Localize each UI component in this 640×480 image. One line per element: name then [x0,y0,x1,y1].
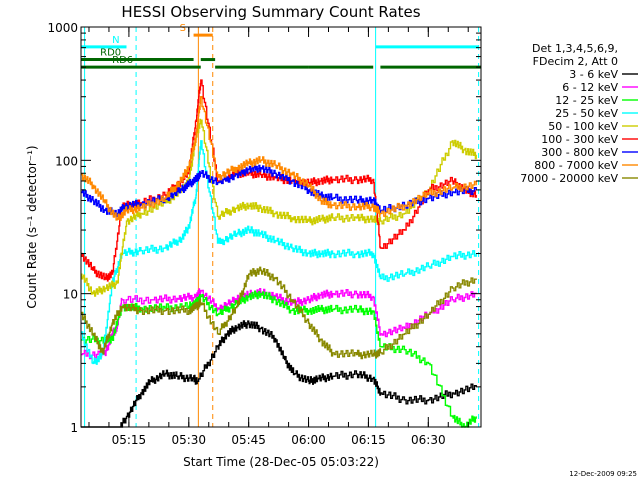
flag-label-0: RD0 [100,48,121,59]
y-axis: 1 10 100 1000 [47,21,481,435]
flag-label-1: RD6 [112,55,133,66]
flag-label-2: N [112,35,119,46]
y-axis-label: Count Rate (s⁻¹ detector⁻¹) [25,145,39,308]
x-tick-label-1: 05:30 [171,433,206,447]
y-tick-label-3: 1000 [47,21,78,35]
legend-label-5: 100 - 300 keV [541,133,618,146]
flag-label-3: S [180,23,186,34]
series-line-0-0 [81,320,477,428]
x-tick-label-4: 06:15 [351,433,386,447]
legend-label-4: 50 - 100 keV [548,120,618,133]
legend-label-3: 25 - 50 keV [555,107,618,120]
y-tick-label-1: 10 [63,288,78,302]
series-line-2-0 [81,290,477,428]
x-tick-label-3: 06:00 [291,433,326,447]
series-line-4-0 [81,118,477,297]
series-line-1-0 [81,288,477,360]
series-line-7-0 [81,96,477,221]
legend-label-0: 3 - 6 keV [569,68,618,81]
x-tick-label-5: 06:30 [411,433,446,447]
footer-timestamp: 12-Dec-2009 09:25 [569,470,637,478]
legend-label-6: 300 - 800 keV [541,146,618,159]
legend-label-8: 7000 - 20000 keV [520,172,618,185]
series-line-6-0 [81,163,477,218]
legend-title-1: FDecim 2, Att 0 [533,55,618,68]
series-line-3-0 [81,140,477,365]
y-tick-label-0: 1 [70,421,78,435]
x-axis: 05:15 05:30 05:45 06:00 06:15 06:30 [88,27,469,447]
x-tick-label-0: 05:15 [112,433,147,447]
legend-label-1: 6 - 12 keV [562,81,618,94]
legend-title-0: Det 1,3,4,5,6,9, [532,42,618,55]
legend-label-7: 800 - 7000 keV [534,159,618,172]
chart-title: HESSI Observing Summary Count Rates [121,3,420,21]
series-line-8-0 [81,266,477,360]
plot-frame [80,26,482,428]
x-tick-label-2: 05:45 [231,433,266,447]
legend: Det 1,3,4,5,6,9,FDecim 2, Att 03 - 6 keV… [520,42,638,185]
y-tick-label-2: 100 [55,154,78,168]
legend-label-2: 12 - 25 keV [555,94,618,107]
x-axis-label: Start Time (28-Dec-05 05:03:22) [183,455,379,469]
